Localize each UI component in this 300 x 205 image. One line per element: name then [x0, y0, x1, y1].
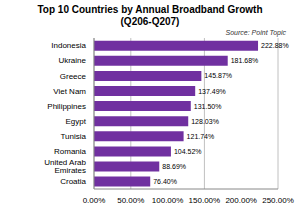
- svg-text:Indonesia: Indonesia: [51, 41, 86, 50]
- html-text:(Q206-Q207): (Q206-Q207): [120, 16, 180, 27]
- svg-text:88.69%: 88.69%: [162, 163, 186, 170]
- svg-text:222.88%: 222.88%: [261, 42, 289, 49]
- svg-text:0.00%: 0.00%: [83, 196, 106, 205]
- svg-text:100.00%: 100.00%: [152, 196, 184, 205]
- svg-text:Croatia: Croatia: [60, 177, 86, 186]
- svg-text:Romania: Romania: [54, 147, 87, 156]
- svg-text:131.50%: 131.50%: [194, 103, 222, 110]
- svg-text:128.03%: 128.03%: [191, 118, 219, 125]
- svg-text:250.00%: 250.00%: [262, 196, 292, 205]
- svg-text:Egypt: Egypt: [66, 117, 87, 126]
- svg-text:137.49%: 137.49%: [198, 88, 226, 95]
- svg-text:Ukraine: Ukraine: [58, 56, 86, 65]
- svg-text:121.74%: 121.74%: [187, 133, 215, 140]
- svg-text:200.00%: 200.00%: [225, 196, 257, 205]
- svg-text:181.68%: 181.68%: [231, 57, 259, 64]
- svg-text:145.87%: 145.87%: [204, 72, 232, 79]
- svg-text:Philippines: Philippines: [47, 102, 86, 111]
- svg-text:Greece: Greece: [60, 72, 87, 81]
- svg-text:50.00%: 50.00%: [117, 196, 144, 205]
- svg-text:76.40%: 76.40%: [153, 178, 177, 185]
- html-text:Top 10 Countries by Annual Bro: Top 10 Countries by Annual Broadband Gro…: [37, 4, 263, 15]
- svg-text:United ArabEmirates: United ArabEmirates: [44, 158, 86, 175]
- svg-text:Tunisia: Tunisia: [61, 132, 87, 141]
- svg-text:Viet Nam: Viet Nam: [53, 87, 86, 96]
- svg-text:150.00%: 150.00%: [189, 196, 221, 205]
- svg-text:104.52%: 104.52%: [174, 148, 202, 155]
- html-text:Source: Point Topic: Source: Point Topic: [225, 29, 286, 36]
